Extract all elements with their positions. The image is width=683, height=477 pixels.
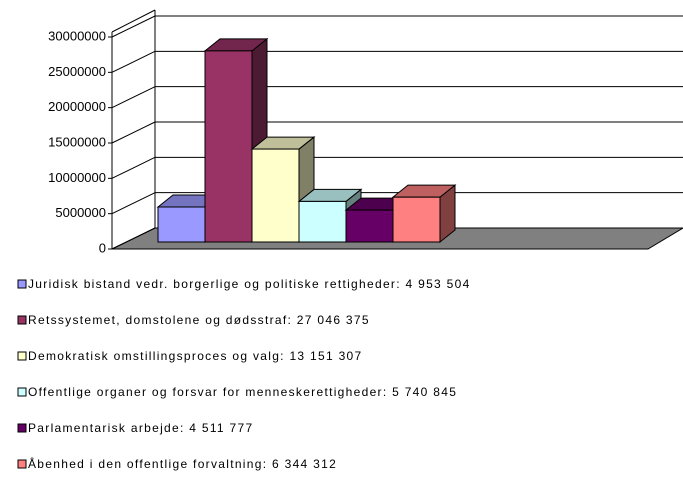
legend-label: Demokratisk omstillingsproces og valg: 1… xyxy=(28,349,363,363)
legend-swatch xyxy=(17,351,27,361)
y-tick-label: 20000000 xyxy=(48,99,106,114)
bar xyxy=(298,200,347,243)
legend-label: Juridisk bistand vedr. borgerlige og pol… xyxy=(28,277,471,291)
legend-label: Parlamentarisk arbejde: 4 511 777 xyxy=(28,421,253,435)
grid-line xyxy=(111,86,156,109)
bar xyxy=(157,206,206,243)
grid-line xyxy=(111,15,156,38)
grid-line xyxy=(111,156,156,179)
wall-top xyxy=(111,9,156,33)
bar xyxy=(392,196,441,243)
legend-swatch xyxy=(17,459,27,469)
legend-label: Offentlige organer og forsvar for mennes… xyxy=(28,385,457,399)
y-tick-label: 5000000 xyxy=(55,205,106,220)
grid-line xyxy=(111,50,156,73)
y-tick-label: 30000000 xyxy=(48,28,106,43)
grid-line xyxy=(111,227,156,250)
legend-swatch xyxy=(17,315,27,325)
y-tick-label: 25000000 xyxy=(48,64,106,79)
y-tick-label: 0 xyxy=(99,240,106,255)
y-tick-label: 15000000 xyxy=(48,134,106,149)
bar xyxy=(251,148,300,243)
grid-line xyxy=(111,121,156,144)
legend-swatch xyxy=(17,387,27,397)
legend-label: Retssystemet, domstolene og dødsstraf: 2… xyxy=(28,313,370,327)
bar xyxy=(204,50,253,243)
legend-swatch xyxy=(17,279,27,289)
legend-swatch xyxy=(17,423,27,433)
legend-label: Åbenhed i den offentlige forvaltning: 6 … xyxy=(28,456,337,471)
y-tick-label: 10000000 xyxy=(48,170,106,185)
bar xyxy=(345,209,394,243)
grid-line xyxy=(111,192,156,215)
